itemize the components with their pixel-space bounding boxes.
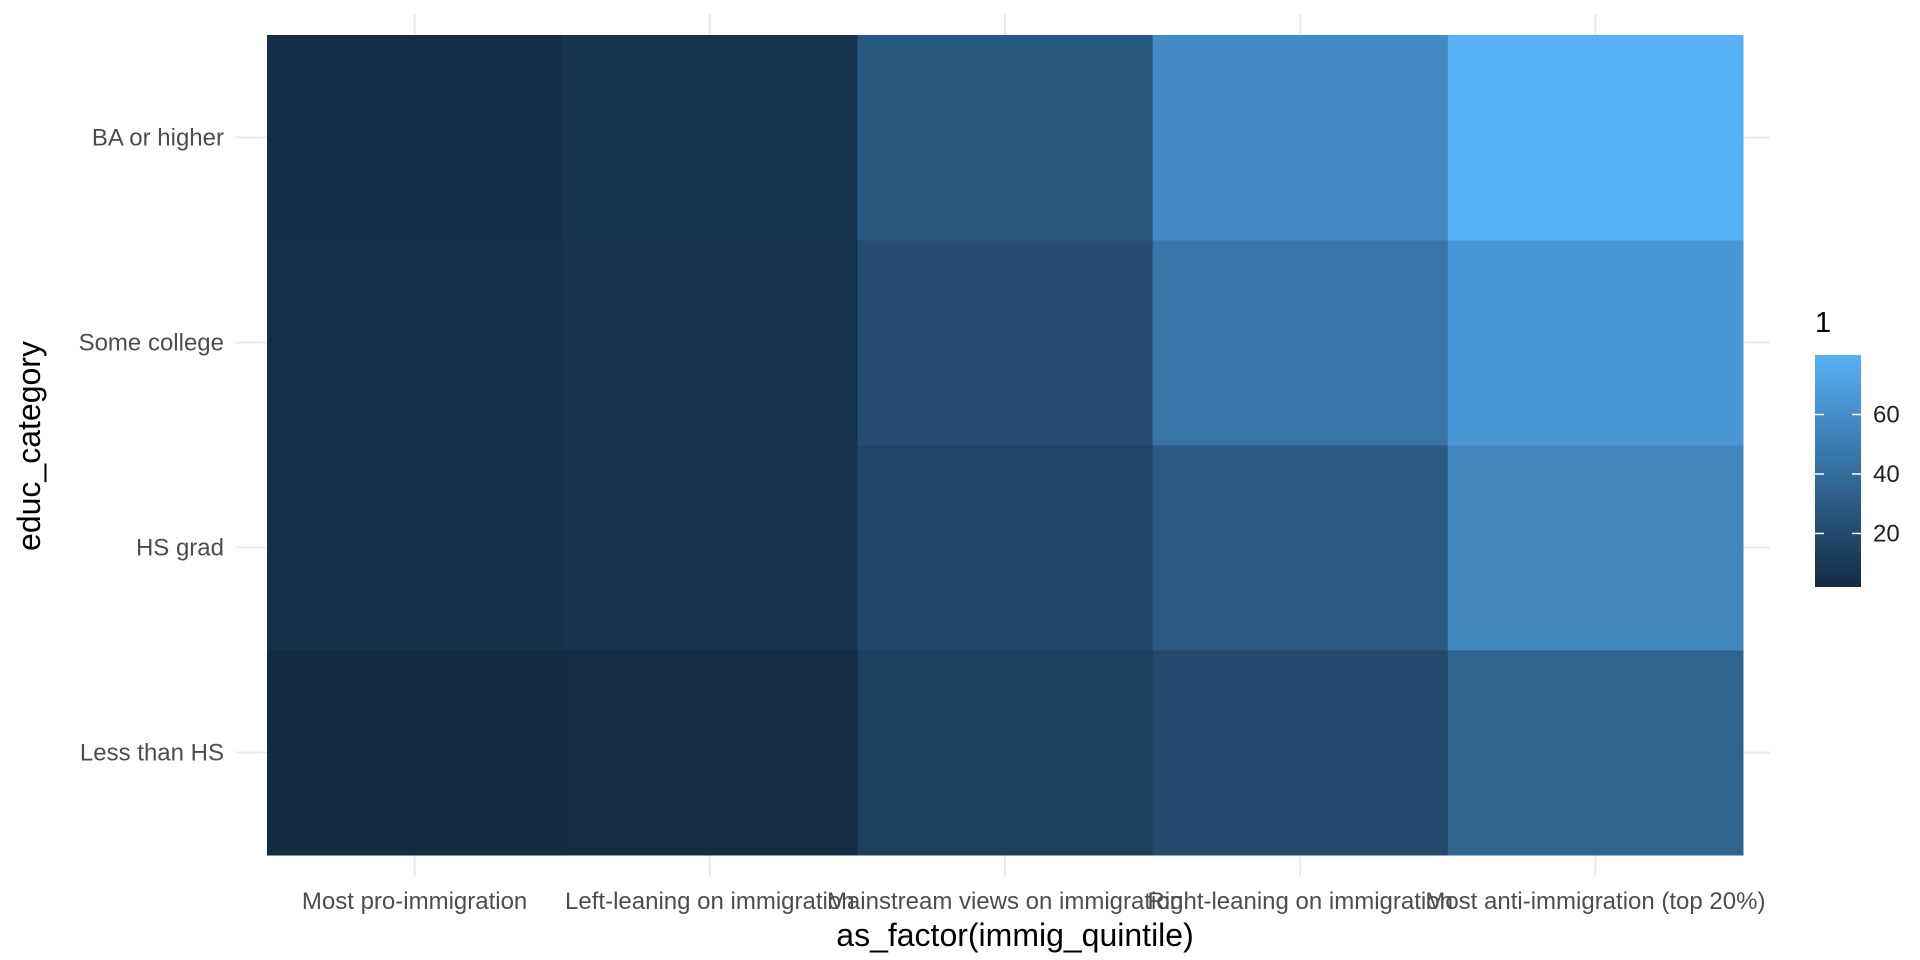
legend-tick-label: 40 xyxy=(1873,461,1900,488)
heatmap-cell xyxy=(1152,650,1449,856)
heatmap-cell xyxy=(857,650,1154,856)
heatmap-cell xyxy=(857,240,1154,446)
x-tick-label: Left-leaning on immigration xyxy=(565,888,855,915)
heatmap-cell xyxy=(857,445,1154,651)
x-tick-label: Most pro-immigration xyxy=(302,888,527,915)
color-legend: 1 20 40 60 xyxy=(1815,307,1900,587)
x-axis-title: as_factor(immig_quintile) xyxy=(836,917,1193,953)
heatmap-cell xyxy=(267,650,563,856)
heatmap-cell xyxy=(1152,35,1449,241)
legend-tick-label: 20 xyxy=(1873,520,1900,547)
heatmap-cell xyxy=(267,445,563,651)
heatmap-cell xyxy=(1447,35,1744,241)
x-tick-label: Most anti-immigration (top 20%) xyxy=(1425,888,1765,915)
y-tick-label: Some college xyxy=(79,330,224,357)
heatmap-cell xyxy=(1447,240,1744,446)
legend-title: 1 xyxy=(1815,307,1831,339)
y-axis-title: educ_category xyxy=(11,341,47,551)
x-axis-ticks: Most pro-immigration Left-leaning on immi… xyxy=(302,888,1766,915)
heatmap-tiles xyxy=(267,35,1744,856)
heatmap-cell xyxy=(1447,445,1744,651)
heatmap-cell xyxy=(267,240,563,446)
heatmap-cell xyxy=(1447,650,1744,856)
heatmap-cell xyxy=(267,35,563,241)
heatmap-cell xyxy=(1152,445,1449,651)
heatmap-cell xyxy=(562,35,858,241)
y-tick-label: Less than HS xyxy=(80,740,224,767)
legend-colorbar xyxy=(1815,355,1861,587)
heatmap-cell xyxy=(562,445,858,651)
heatmap-cell xyxy=(1152,240,1449,446)
y-axis-ticks: Less than HS HS grad Some college BA or hig… xyxy=(79,125,224,767)
legend-ticks: 20 40 60 xyxy=(1815,401,1900,547)
legend-tick-label: 60 xyxy=(1873,401,1900,428)
x-tick-label: Mainstream views on immigration xyxy=(827,888,1183,915)
heatmap-cell xyxy=(562,650,858,856)
x-tick-label: Right-leaning on immigration xyxy=(1147,888,1452,915)
heatmap-cell xyxy=(562,240,858,446)
y-tick-label: BA or higher xyxy=(92,125,224,152)
y-tick-label: HS grad xyxy=(136,535,224,562)
heatmap-cell xyxy=(857,35,1154,241)
